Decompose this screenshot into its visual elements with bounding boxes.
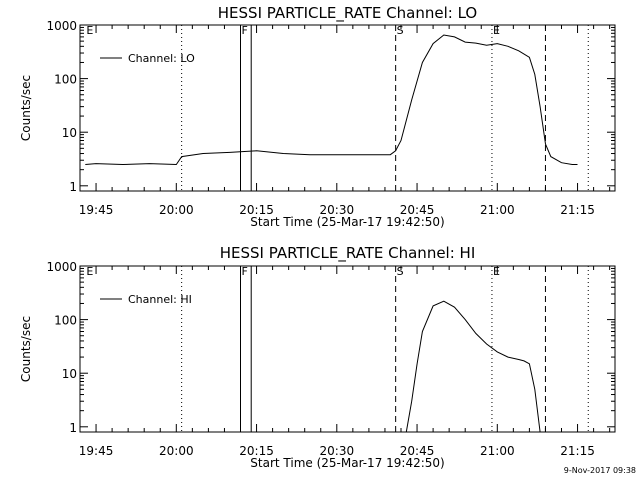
x-tick-label: 20:45 <box>400 444 435 458</box>
x-tick-label: 19:45 <box>79 203 114 217</box>
x-tick-label: 20:00 <box>159 444 194 458</box>
y-tick-label: 100 <box>54 73 77 87</box>
y-axis-label: Counts/sec <box>19 316 33 382</box>
footer-timestamp: 9-Nov-2017 09:38 <box>564 466 636 475</box>
legend-label: Channel: HI <box>128 293 192 306</box>
plot-frame <box>79 265 616 433</box>
event-marker-label: E <box>86 24 93 37</box>
event-marker-label: E <box>86 265 93 278</box>
x-tick-label: 20:00 <box>159 203 194 217</box>
series-line <box>85 34 578 166</box>
chart-title: HESSI PARTICLE_RATE Channel: HI <box>220 244 476 263</box>
y-axis-label: Counts/sec <box>19 75 33 141</box>
plot-frame <box>79 24 616 192</box>
event-marker-label: S <box>397 265 404 278</box>
y-tick-label: 1 <box>69 421 77 435</box>
y-tick-label: 100 <box>54 314 77 328</box>
legend-label: Channel: LO <box>128 52 195 65</box>
event-marker-label: S <box>397 24 404 37</box>
y-tick-label: 1000 <box>46 260 77 274</box>
x-tick-label: 21:00 <box>480 444 515 458</box>
y-tick-label: 10 <box>62 126 77 140</box>
x-tick-label: 21:00 <box>480 203 515 217</box>
y-tick-label: 1000 <box>46 19 77 33</box>
x-tick-label: 21:15 <box>560 444 595 458</box>
x-tick-label: 21:15 <box>560 203 595 217</box>
x-tick-label: 20:30 <box>320 203 355 217</box>
series-line <box>405 300 541 432</box>
event-marker-label: F <box>242 265 248 278</box>
x-axis-label: Start Time (25-Mar-17 19:42:50) <box>250 456 444 470</box>
chart-panel-hi: HESSI PARTICLE_RATE Channel: HI Counts/se… <box>19 244 616 470</box>
event-marker-label: F <box>242 24 248 37</box>
x-tick-label: 20:30 <box>320 444 355 458</box>
y-tick-label: 10 <box>62 367 77 381</box>
x-axis-label: Start Time (25-Mar-17 19:42:50) <box>250 215 444 229</box>
event-marker-label: E <box>493 24 500 37</box>
x-tick-label: 20:15 <box>239 444 274 458</box>
chart-panel-lo: HESSI PARTICLE_RATE Channel: LO Counts/se… <box>19 4 616 229</box>
chart-title: HESSI PARTICLE_RATE Channel: LO <box>218 4 477 23</box>
event-marker-label: E <box>493 265 500 278</box>
x-tick-label: 19:45 <box>79 444 114 458</box>
x-tick-label: 20:15 <box>239 203 274 217</box>
y-tick-label: 1 <box>69 180 77 194</box>
x-tick-label: 20:45 <box>400 203 435 217</box>
